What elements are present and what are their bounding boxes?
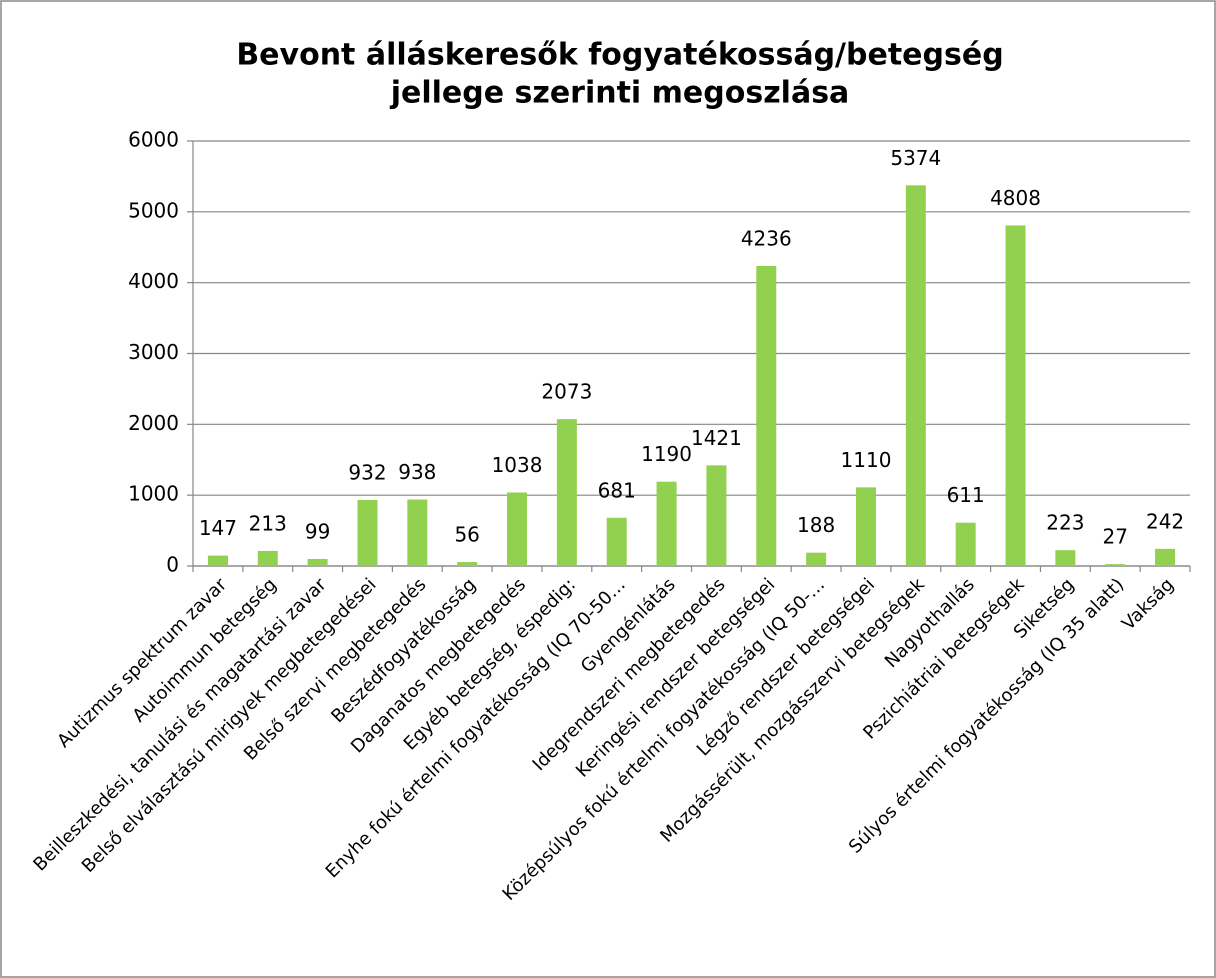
bar [855, 487, 876, 566]
bar [706, 465, 727, 566]
y-tick-label: 1000 [128, 482, 179, 506]
bar [407, 499, 428, 566]
bar [806, 552, 827, 566]
bar [357, 499, 378, 566]
data-label: 4808 [990, 186, 1041, 210]
data-label: 56 [454, 523, 479, 547]
data-label: 5374 [890, 146, 941, 170]
data-label: 99 [305, 519, 330, 543]
data-label: 2073 [541, 380, 592, 404]
data-label: 932 [348, 460, 386, 484]
y-tick-label: 0 [166, 553, 179, 577]
data-label: 681 [598, 478, 636, 502]
bar [556, 419, 577, 566]
data-label: 213 [249, 511, 287, 535]
bar [1055, 550, 1076, 566]
y-tick-label: 2000 [128, 411, 179, 435]
bar [1155, 548, 1176, 566]
bar [307, 558, 328, 566]
bar [905, 185, 926, 566]
y-tick-label: 4000 [128, 269, 179, 293]
bar [1005, 225, 1026, 566]
bar [955, 522, 976, 566]
bar [507, 492, 528, 566]
data-label: 1038 [492, 453, 543, 477]
data-label: 1421 [691, 426, 742, 450]
data-label: 223 [1046, 511, 1084, 535]
bar [207, 555, 228, 566]
data-label: 611 [947, 483, 985, 507]
y-tick-label: 5000 [128, 198, 179, 222]
bar [656, 481, 677, 566]
bar [756, 265, 777, 566]
data-label: 938 [398, 460, 436, 484]
y-tick-label: 6000 [128, 128, 179, 152]
data-label: 1190 [641, 442, 692, 466]
data-label: 4236 [741, 226, 792, 250]
bar [606, 517, 627, 566]
data-label: 242 [1146, 509, 1184, 533]
data-label: 147 [199, 516, 237, 540]
chart-title: jellege szerinti megoszlása [390, 76, 850, 111]
bar [257, 550, 278, 566]
chart-title: Bevont álláskeresők fogyatékosság/betegs… [236, 38, 1003, 73]
bar [1105, 564, 1126, 566]
data-label: 1110 [841, 448, 892, 472]
data-label: 27 [1102, 525, 1127, 549]
bar [457, 562, 478, 566]
y-tick-label: 3000 [128, 340, 179, 364]
data-label: 188 [797, 513, 835, 537]
